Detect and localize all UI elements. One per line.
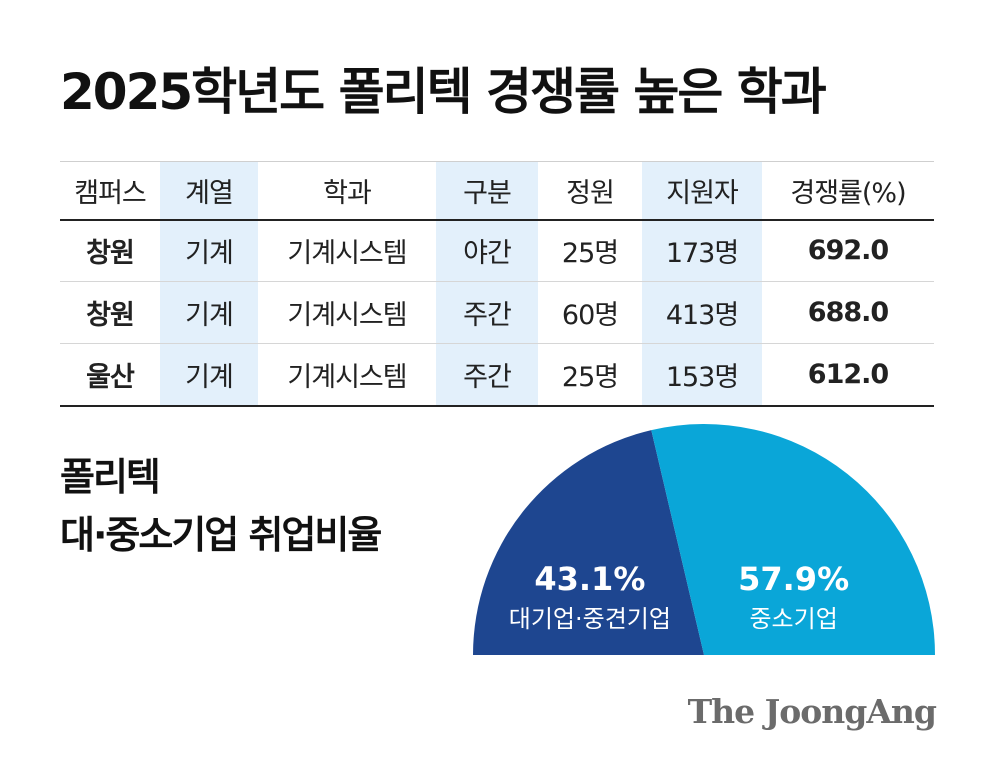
competition-table: 캠퍼스 계열 학과 구분 정원 지원자 경쟁률(%) 창원 기계 기계시스템 야…: [60, 161, 934, 407]
table-row: 창원 기계 기계시스템 주간 60명 413명 688.0: [60, 281, 934, 344]
cell-quota: 60명: [538, 281, 642, 344]
employment-title-line1: 폴리텍: [60, 455, 161, 499]
cell-type: 야간: [436, 219, 538, 282]
header-department: 학과: [258, 161, 436, 221]
header-competition-rate: 경쟁률(%): [762, 161, 934, 221]
header-field: 계열: [160, 161, 258, 221]
cell-field: 기계: [160, 219, 258, 282]
employment-title: 폴리텍 대·중소기업 취업비율: [60, 448, 382, 564]
cell-quota: 25명: [538, 343, 642, 407]
cell-campus: 창원: [60, 219, 160, 282]
cell-quota: 25명: [538, 219, 642, 282]
cell-department: 기계시스템: [258, 343, 436, 407]
page-title: 2025학년도 폴리텍 경쟁률 높은 학과: [60, 63, 827, 121]
brand-logo: The JoongAng: [687, 692, 937, 731]
cell-applicants: 153명: [642, 343, 762, 407]
header-campus: 캠퍼스: [60, 161, 160, 221]
cell-campus: 창원: [60, 281, 160, 344]
table-header-row: 캠퍼스 계열 학과 구분 정원 지원자 경쟁률(%): [60, 161, 934, 221]
cell-type: 주간: [436, 343, 538, 407]
pie-slice-2: [651, 424, 935, 655]
cell-applicants: 173명: [642, 219, 762, 282]
cell-field: 기계: [160, 343, 258, 407]
table-row: 울산 기계 기계시스템 주간 25명 153명 612.0: [60, 343, 934, 407]
pie-slices: [473, 424, 935, 655]
header-quota: 정원: [538, 161, 642, 221]
cell-field: 기계: [160, 281, 258, 344]
table-row: 창원 기계 기계시스템 야간 25명 173명 692.0: [60, 219, 934, 282]
cell-competition-rate: 688.0: [762, 281, 934, 344]
cell-type: 주간: [436, 281, 538, 344]
pie-category-label: 대기업·중견기업: [509, 605, 671, 633]
employment-title-line2: 대·중소기업 취업비율: [60, 513, 382, 557]
cell-competition-rate: 692.0: [762, 219, 934, 282]
header-applicants: 지원자: [642, 161, 762, 221]
header-type: 구분: [436, 161, 538, 221]
cell-applicants: 413명: [642, 281, 762, 344]
pie-labels: 43.1% 대기업·중견기업 57.9% 중소기업: [509, 560, 849, 633]
pie-category-label: 중소기업: [749, 605, 837, 633]
pie-value-label: 43.1%: [534, 560, 645, 598]
cell-department: 기계시스템: [258, 281, 436, 344]
cell-department: 기계시스템: [258, 219, 436, 282]
cell-competition-rate: 612.0: [762, 343, 934, 407]
cell-campus: 울산: [60, 343, 160, 407]
pie-slice-1: [473, 430, 704, 655]
pie-value-label: 57.9%: [738, 560, 849, 598]
